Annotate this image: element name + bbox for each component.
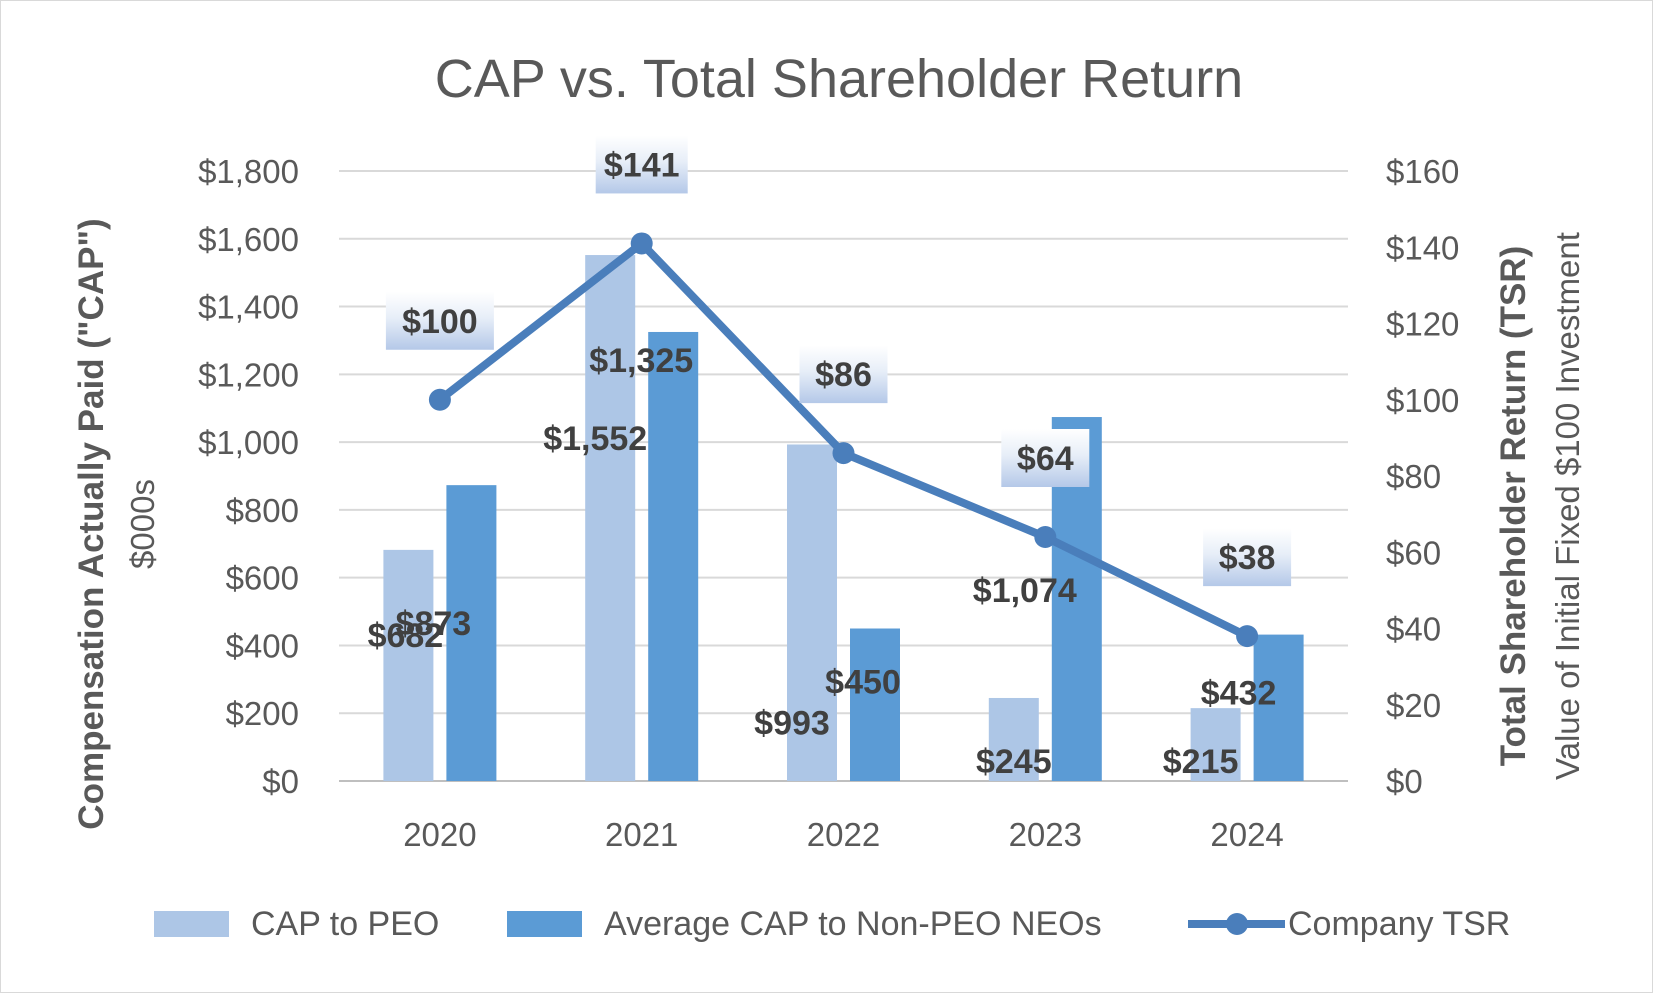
left-tick-label: $1,200: [198, 356, 299, 393]
tsr-point: [1236, 625, 1259, 648]
left-tick-label: $1,000: [198, 424, 299, 461]
x-tick-label: 2023: [1009, 816, 1082, 853]
bar-label-cap-neo: $1,325: [589, 342, 693, 380]
left-tick-label: $1,600: [198, 221, 299, 258]
bar-label-cap-peo: $215: [1163, 743, 1239, 781]
right-tick-label: $60: [1386, 534, 1441, 571]
bar-label-cap-neo: $873: [396, 605, 472, 643]
tsr-label-box: [595, 135, 688, 194]
left-tick-label: $0: [262, 763, 299, 800]
tsr-labels: $100 $141 $86 $64 $38: [385, 135, 1292, 587]
bars: [383, 255, 1304, 782]
left-axis-subtitle: $000s: [124, 479, 161, 569]
right-tick-label: $100: [1386, 382, 1459, 419]
bar-label-cap-neo: $450: [825, 664, 901, 702]
right-tick-label: $160: [1386, 153, 1459, 190]
right-tick-label: $80: [1386, 458, 1441, 495]
gridlines: [339, 170, 1348, 782]
bar-label-cap-peo: $993: [754, 704, 830, 742]
right-tick-label: $140: [1386, 229, 1459, 266]
tsr-point: [428, 388, 451, 411]
tsr-label: $141: [604, 146, 680, 184]
left-tick-label: $1,400: [198, 289, 299, 326]
tsr-point: [630, 232, 653, 255]
left-tick-label: $200: [226, 695, 299, 732]
legend: CAP to PEO Average CAP to Non-PEO NEOs C…: [154, 905, 1510, 943]
bar-cap-peo: [787, 444, 837, 781]
left-tick-label: $1,800: [198, 153, 299, 190]
bar-cap-peo: [383, 549, 434, 781]
right-axis-title: Total Shareholder Return (TSR): [1494, 246, 1533, 767]
x-tick-label: 2020: [403, 816, 476, 853]
bar-cap-neo: [850, 628, 900, 781]
chart-title: CAP vs. Total Shareholder Return: [435, 49, 1243, 109]
right-tick-label: $120: [1386, 306, 1459, 343]
tsr-point: [1034, 526, 1057, 548]
left-tick-label: $800: [226, 492, 299, 529]
tsr-label-box: [799, 345, 888, 404]
x-tick-label: 2021: [605, 816, 678, 853]
bar-cap-neo: [648, 331, 699, 781]
bar-cap-neo: [1253, 634, 1304, 781]
bar-label-cap-neo: $1,074: [973, 572, 1077, 610]
legend-label-cap-peo: CAP to PEO: [251, 905, 439, 943]
left-tick-label: $600: [226, 560, 299, 597]
tsr-label-box: [385, 291, 494, 350]
left-tick-label: $400: [226, 627, 299, 664]
bar-labels: $682$873 $1,552 $1,325 $993$450 $245 $1,074 $2…: [368, 342, 1277, 781]
bar-label-cap-peo: $1,552: [543, 420, 647, 458]
x-axis-ticks: 2020 2021 2022 2023 2024: [403, 816, 1284, 853]
tsr-label-box: [1203, 528, 1292, 587]
bar-label-cap-peo: $245: [976, 743, 1052, 781]
bar-cap-peo: [585, 255, 636, 782]
right-axis-subtitle: Value of Initial Fixed $100 Investment: [1549, 232, 1586, 780]
legend-label-tsr: Company TSR: [1288, 905, 1510, 943]
tsr-point: [832, 442, 855, 465]
right-tick-label: $0: [1386, 763, 1423, 800]
legend-label-cap-neo: Average CAP to Non-PEO NEOs: [604, 905, 1102, 943]
left-axis-title: Compensation Actually Paid ("CAP"): [72, 218, 111, 829]
bar-cap-neo: [446, 485, 497, 781]
tsr-label: $38: [1219, 539, 1276, 577]
legend-swatch-cap-peo: [154, 911, 229, 937]
bar-label-cap-peo: $682: [368, 617, 444, 655]
tsr-label-box: [1001, 429, 1090, 487]
tsr-line-layer: [428, 232, 1259, 648]
bar-cap-peo: [1190, 708, 1241, 781]
tsr-label: $64: [1017, 440, 1074, 478]
legend-marker-tsr: [1226, 913, 1248, 935]
right-tick-label: $40: [1386, 611, 1441, 648]
bar-cap-peo: [988, 697, 1039, 781]
left-axis-ticks: $0 $200 $400 $600 $800 $1,000 $1,200 $1,400 $1,6…: [198, 153, 299, 800]
bar-label-cap-neo: $432: [1201, 675, 1277, 713]
right-axis-ticks: $0 $20 $40 $60 $80 $100 $120 $140 $160: [1386, 153, 1459, 800]
legend-swatch-cap-neo: [507, 911, 582, 937]
right-tick-label: $20: [1386, 687, 1441, 724]
x-tick-label: 2024: [1210, 816, 1283, 853]
tsr-label: $100: [402, 303, 478, 341]
tsr-label: $86: [815, 356, 872, 394]
x-tick-label: 2022: [807, 816, 880, 853]
